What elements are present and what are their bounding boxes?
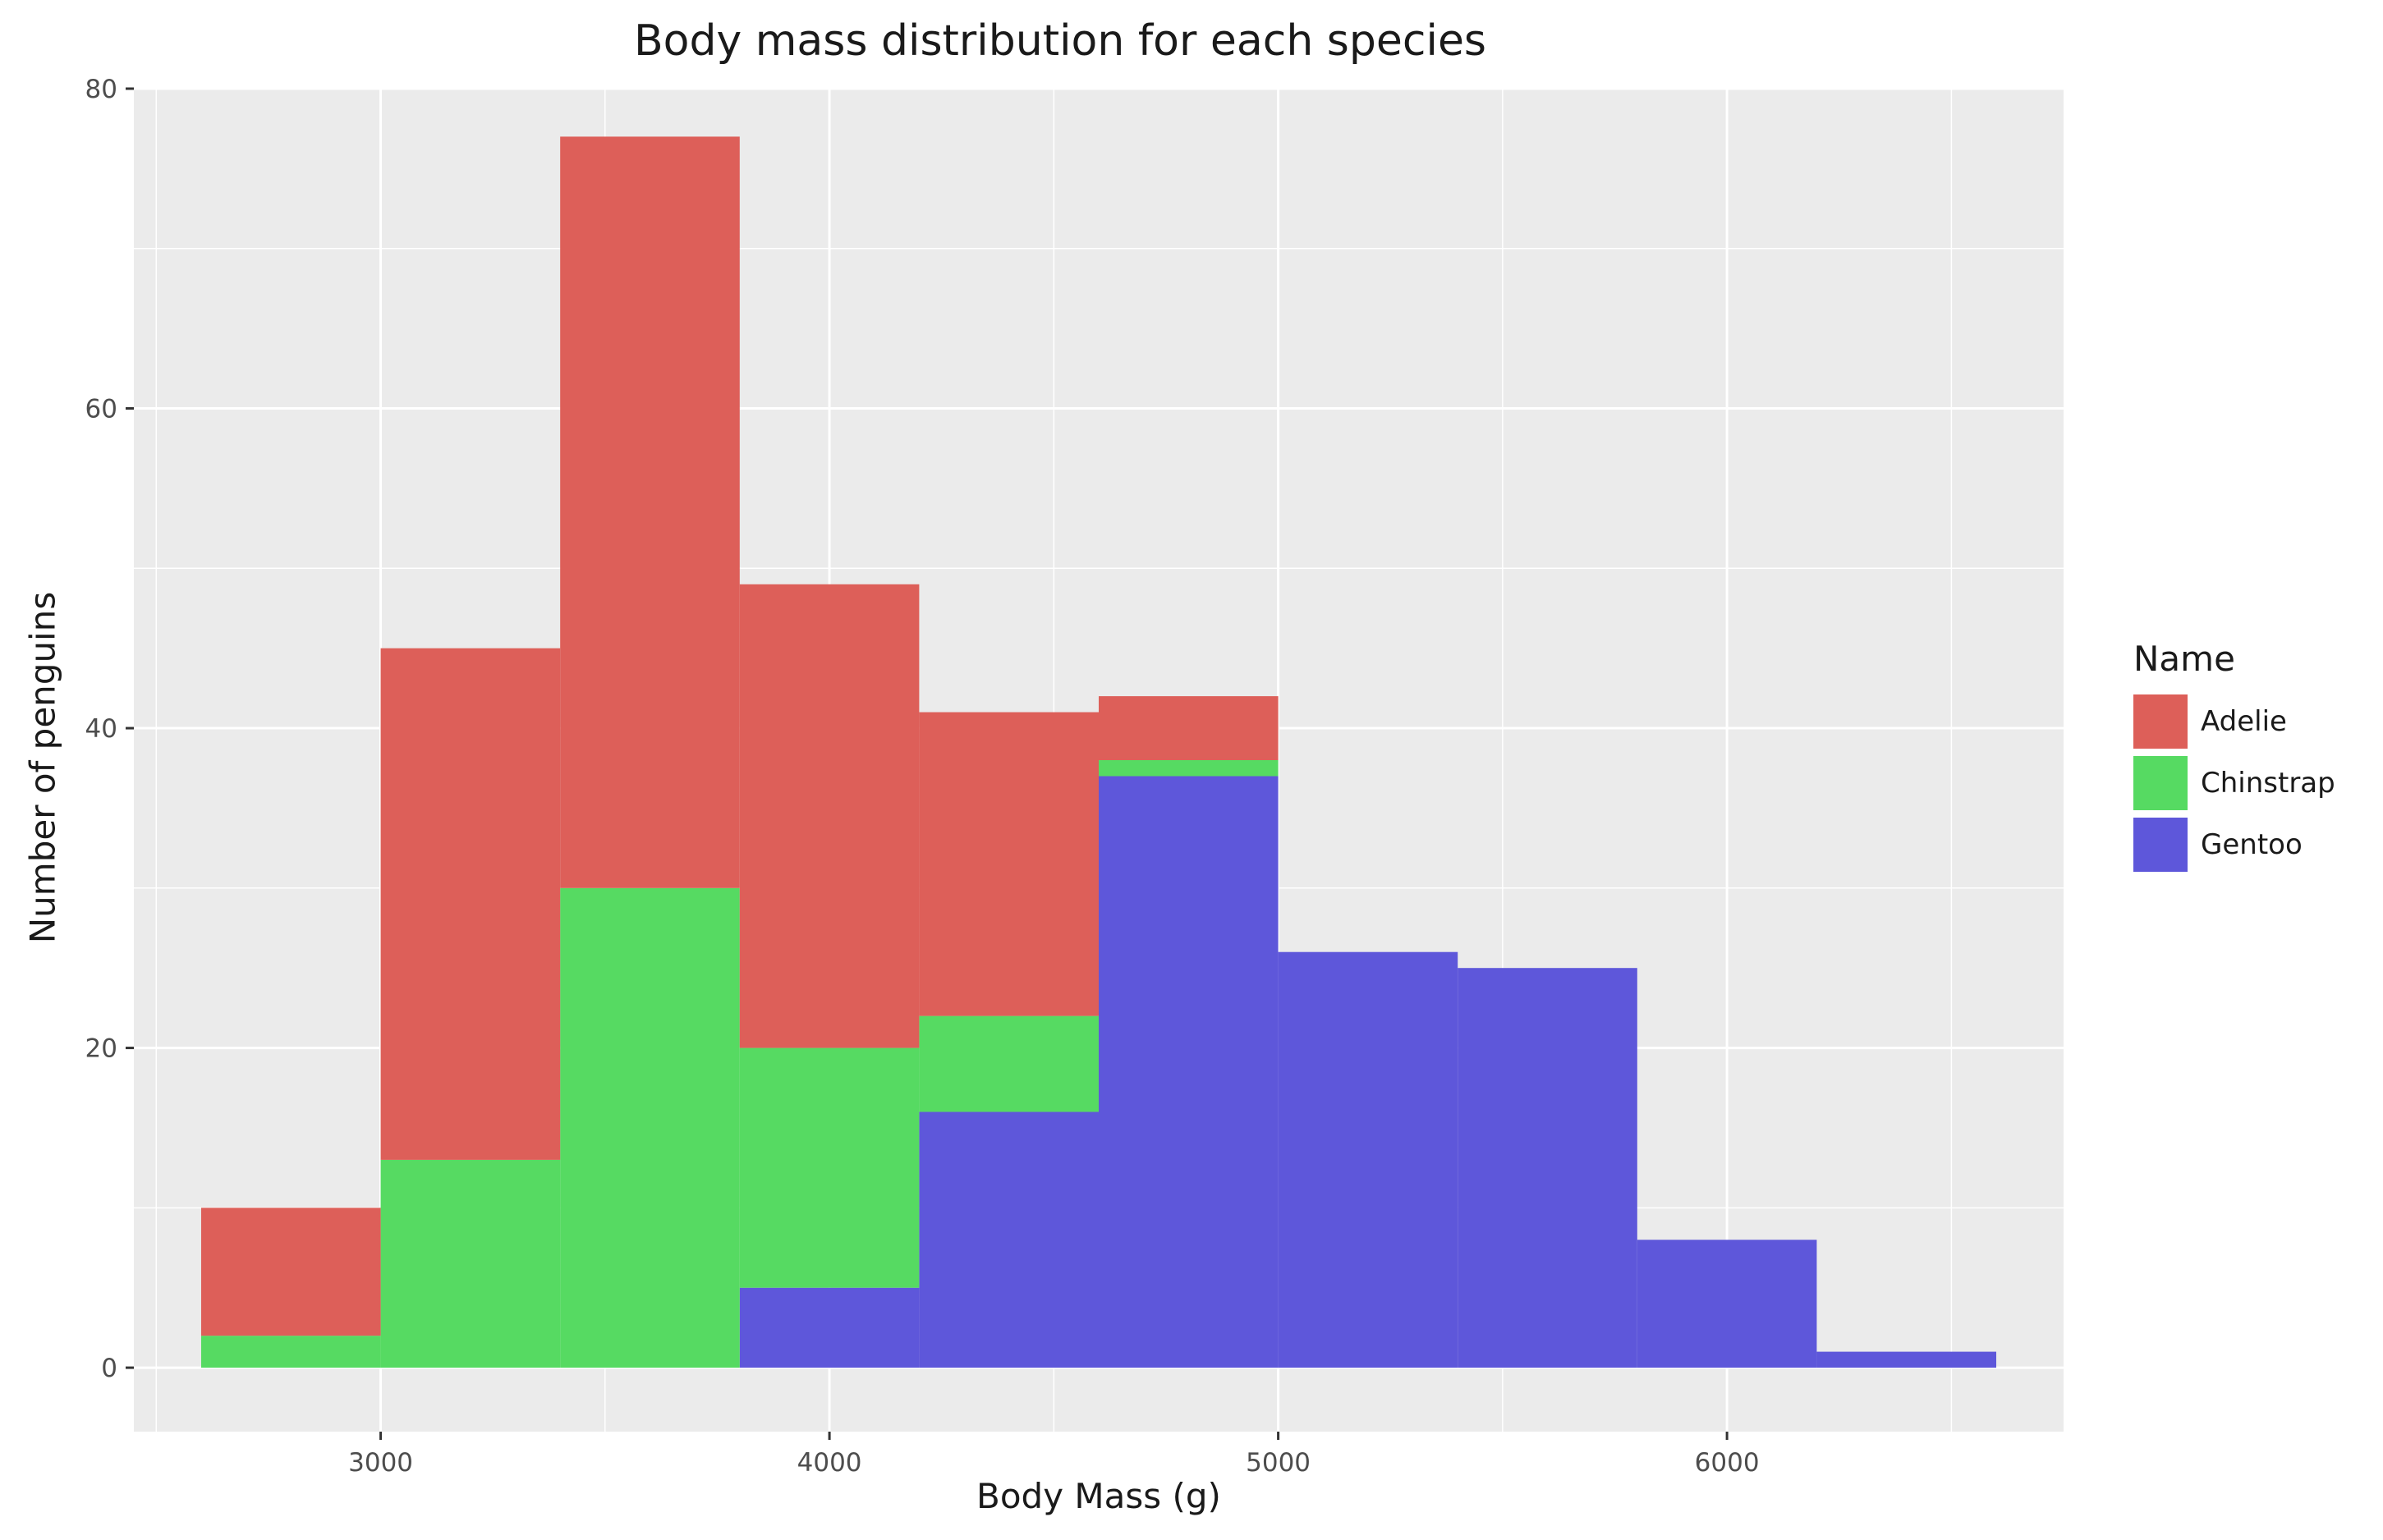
- bar-adelie: [380, 648, 561, 1160]
- bar-gentoo: [1278, 951, 1458, 1368]
- bar-gentoo: [1458, 968, 1637, 1368]
- bar-gentoo: [1816, 1351, 1997, 1368]
- bar-adelie: [1099, 696, 1279, 760]
- x-tick-label: 6000: [1695, 1448, 1760, 1478]
- bar-chinstrap: [919, 1015, 1099, 1112]
- bar-gentoo: [739, 1287, 920, 1368]
- bar-chinstrap: [739, 1047, 920, 1288]
- legend-key-adelie: [2133, 694, 2188, 749]
- bar-adelie: [919, 712, 1099, 1016]
- legend-item-chinstrap: Chinstrap: [2133, 752, 2335, 814]
- legend-title: Name: [2133, 639, 2235, 679]
- y-axis-title: Number of penguins: [22, 591, 63, 944]
- legend-key-chinstrap: [2133, 755, 2188, 810]
- y-tick-label: 40: [85, 714, 117, 744]
- axes-layer: 3000 4000 5000 6000 0 20 40 60 80: [85, 75, 1760, 1478]
- x-tick-label: 4000: [797, 1448, 862, 1478]
- chart-title: Body mass distribution for each species: [633, 16, 1487, 66]
- x-tick-label: 3000: [348, 1448, 413, 1478]
- bar-chinstrap: [380, 1159, 561, 1368]
- bar-gentoo: [1637, 1240, 1817, 1368]
- y-tick-label: 0: [101, 1354, 117, 1383]
- bar-gentoo: [919, 1111, 1099, 1368]
- legend-label-adelie: Adelie: [2201, 704, 2287, 738]
- legend-item-adelie: Adelie: [2133, 690, 2335, 752]
- bar-chinstrap: [560, 887, 740, 1368]
- x-axis-title: Body Mass (g): [976, 1476, 1221, 1516]
- legend: Name Adelie Chinstrap Gentoo: [2133, 639, 2335, 875]
- bars-layer: [200, 136, 1997, 1368]
- y-tick-label: 20: [85, 1034, 117, 1064]
- legend-key-gentoo: [2133, 817, 2188, 872]
- legend-label-gentoo: Gentoo: [2201, 827, 2303, 861]
- bar-adelie: [739, 584, 920, 1048]
- legend-label-chinstrap: Chinstrap: [2201, 766, 2335, 800]
- y-tick-label: 60: [85, 395, 117, 424]
- bar-adelie: [200, 1208, 381, 1336]
- x-tick-label: 5000: [1246, 1448, 1311, 1478]
- legend-item-gentoo: Gentoo: [2133, 814, 2335, 875]
- y-tick-label: 80: [85, 75, 117, 104]
- bar-adelie: [560, 136, 740, 888]
- bar-gentoo: [1099, 776, 1279, 1368]
- bar-chinstrap: [1099, 760, 1279, 777]
- bar-chinstrap: [200, 1336, 381, 1368]
